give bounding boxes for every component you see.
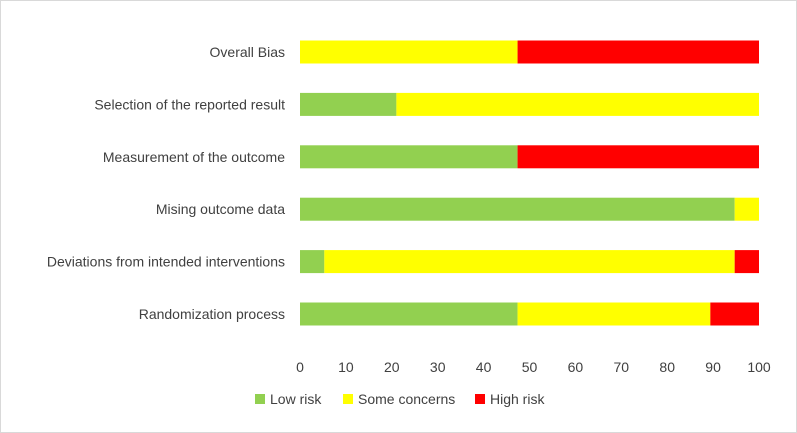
- x-tick-label: 0: [296, 359, 304, 375]
- category-labels: Overall Bias Selection of the reported re…: [47, 44, 285, 322]
- category-label: Measurement of the outcome: [103, 149, 285, 165]
- legend-label-high-risk: High risk: [490, 391, 545, 407]
- bar-segment-high-risk: [710, 302, 759, 326]
- category-label: Overall Bias: [210, 44, 285, 60]
- x-axis-ticks: 0 10 20 30 40 50 60 70 80 90 100: [296, 359, 771, 375]
- legend-label-low-risk: Low risk: [270, 391, 322, 407]
- legend-swatch-high-risk: [475, 394, 485, 404]
- x-tick-label: 90: [705, 359, 721, 375]
- category-label: Deviations from intended interventions: [47, 254, 285, 270]
- x-tick-label: 20: [384, 359, 400, 375]
- bar-segment-some-concerns: [517, 302, 711, 326]
- bar-segment-low-risk: [300, 197, 735, 221]
- bar-segment-low-risk: [300, 145, 518, 169]
- bar-segment-high-risk: [517, 40, 759, 64]
- x-tick-label: 10: [338, 359, 354, 375]
- legend-label-some-concerns: Some concerns: [358, 391, 455, 407]
- x-tick-label: 100: [747, 359, 771, 375]
- x-tick-label: 80: [659, 359, 675, 375]
- legend-swatch-some-concerns: [343, 394, 353, 404]
- bar-segment-some-concerns: [300, 40, 518, 64]
- x-tick-label: 30: [430, 359, 446, 375]
- bar-segment-high-risk: [734, 250, 759, 274]
- bar-segment-some-concerns: [324, 250, 735, 274]
- x-tick-label: 60: [568, 359, 584, 375]
- x-tick-label: 50: [522, 359, 538, 375]
- bar-segment-low-risk: [300, 302, 518, 326]
- bar-segment-some-concerns: [734, 197, 759, 221]
- legend: Low risk Some concerns High risk: [255, 391, 545, 407]
- bar-segment-low-risk: [300, 92, 397, 116]
- bar-segment-some-concerns: [396, 92, 759, 116]
- x-tick-label: 40: [476, 359, 492, 375]
- x-tick-label: 70: [614, 359, 630, 375]
- category-label: Randomization process: [139, 306, 285, 322]
- legend-swatch-low-risk: [255, 394, 265, 404]
- category-label: Selection of the reported result: [94, 96, 285, 112]
- bars: [300, 40, 759, 326]
- category-label: Mising outcome data: [156, 201, 285, 217]
- bar-segment-high-risk: [517, 145, 759, 169]
- bar-segment-low-risk: [300, 250, 325, 274]
